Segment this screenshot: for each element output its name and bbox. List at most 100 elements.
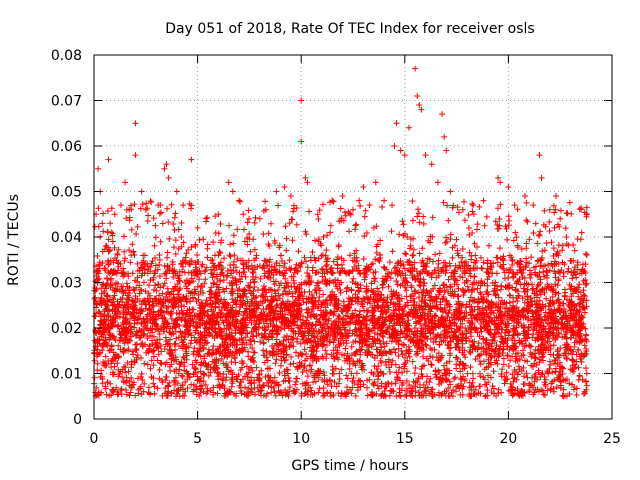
- data-point: [462, 304, 469, 311]
- data-point: [244, 330, 251, 337]
- data-point: [330, 339, 337, 346]
- data-point: [506, 292, 513, 299]
- data-point: [378, 292, 385, 299]
- data-point: [423, 355, 430, 362]
- data-point: [526, 342, 533, 349]
- data-point: [344, 350, 351, 357]
- data-point: [393, 278, 400, 284]
- data-point: [152, 262, 159, 269]
- data-point: [437, 331, 444, 338]
- data-point: [171, 341, 178, 348]
- data-point: [543, 267, 550, 274]
- data-point: [447, 352, 454, 359]
- data-point: [543, 295, 550, 302]
- data-point: [132, 392, 139, 399]
- data-point: [281, 334, 288, 341]
- data-point: [328, 382, 335, 389]
- data-point: [185, 288, 192, 295]
- data-point: [343, 372, 350, 379]
- data-point: [141, 360, 148, 367]
- data-point: [573, 358, 580, 365]
- data-point: [499, 366, 506, 373]
- data-point: [519, 295, 526, 302]
- data-point: [139, 377, 146, 384]
- data-point: [376, 258, 383, 265]
- data-point: [187, 340, 194, 347]
- data-point: [161, 346, 168, 353]
- data-point: [208, 284, 215, 291]
- data-point: [503, 369, 510, 376]
- data-point: [130, 351, 137, 358]
- data-point: [557, 382, 564, 389]
- data-point: [316, 294, 323, 301]
- data-point: [421, 280, 428, 287]
- data-point: [350, 275, 357, 282]
- data-point: [532, 355, 539, 362]
- data-point: [294, 338, 301, 345]
- data-point: [214, 390, 221, 397]
- data-point: [108, 391, 115, 398]
- data-point: [156, 273, 163, 280]
- data-point: [320, 385, 327, 392]
- data-point: [332, 365, 339, 372]
- data-point: [102, 353, 109, 360]
- data-point: [575, 376, 582, 383]
- data-point: [477, 361, 484, 368]
- data-point: [575, 293, 582, 300]
- data-point: [405, 302, 412, 309]
- data-point: [173, 310, 180, 317]
- data-point: [523, 370, 530, 377]
- data-point: [145, 290, 152, 297]
- data-point: [504, 352, 511, 359]
- data-point: [273, 303, 280, 310]
- data-point: [537, 346, 544, 353]
- data-point: [118, 385, 125, 392]
- data-point: [445, 276, 452, 283]
- data-point: [455, 293, 462, 300]
- data-point: [343, 384, 350, 391]
- data-point: [369, 351, 376, 358]
- data-point: [575, 364, 582, 371]
- data-point: [251, 349, 258, 356]
- data-point: [107, 380, 114, 387]
- data-point: [265, 323, 272, 330]
- data-point: [263, 348, 270, 355]
- data-point: [553, 384, 560, 391]
- data-point: [392, 361, 399, 368]
- data-point: [155, 351, 162, 358]
- data-point: [443, 359, 450, 366]
- data-point: [544, 281, 551, 288]
- data-point: [156, 331, 163, 338]
- data-point: [138, 370, 145, 377]
- data-point: [202, 276, 209, 283]
- data-point: [494, 360, 501, 367]
- data-point: [545, 369, 552, 376]
- data-point: [392, 380, 399, 387]
- grid: [94, 55, 612, 419]
- data-point: [184, 307, 191, 314]
- data-point: [576, 281, 583, 288]
- data-point: [286, 257, 293, 264]
- data-point: [342, 345, 349, 352]
- data-point: [227, 367, 234, 374]
- data-point: [201, 280, 208, 287]
- data-point: [147, 277, 154, 284]
- data-point: [117, 387, 124, 394]
- data-point: [178, 372, 185, 379]
- data-point: [303, 350, 310, 357]
- data-point: [279, 299, 286, 306]
- data-point: [439, 372, 446, 379]
- data-point: [238, 273, 245, 280]
- data-point: [454, 277, 461, 284]
- data-point: [260, 347, 267, 354]
- data-point: [542, 383, 549, 390]
- data-point: [287, 361, 294, 368]
- data-point: [237, 379, 244, 386]
- data-point: [182, 323, 189, 330]
- data-point: [290, 360, 297, 367]
- data-point: [403, 377, 410, 384]
- data-point: [338, 366, 345, 373]
- data-point: [223, 273, 230, 280]
- data-point: [480, 259, 487, 266]
